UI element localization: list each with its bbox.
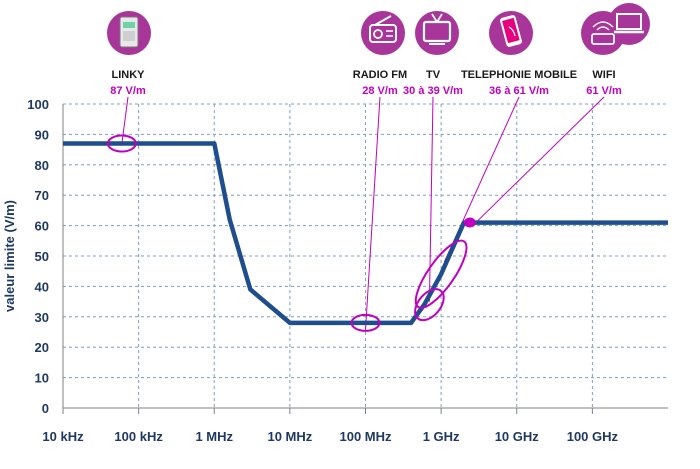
callout-name: LINKY bbox=[112, 69, 146, 81]
leader-line bbox=[475, 96, 605, 223]
leader-line bbox=[365, 96, 381, 330]
x-tick-label: 100 kHz bbox=[114, 429, 163, 444]
radio-icon bbox=[361, 11, 405, 55]
tick-labels: 0 10 20 30 40 50 60 70 80 90 100 10 kHz 100 kHz 1 MHz… bbox=[27, 97, 618, 444]
callout-value: 61 V/m bbox=[586, 85, 622, 97]
callout-icons bbox=[107, 3, 650, 55]
callout-labels: LINKY 87 V/m RADIO FM 28 V/m TV 30 à 39 V/m TE… bbox=[110, 69, 622, 97]
limit-line bbox=[63, 141, 668, 326]
tv-icon bbox=[415, 11, 459, 55]
x-tick-label: 10 MHz bbox=[267, 429, 312, 444]
y-axis-label: valeur limite (V/m) bbox=[2, 200, 17, 312]
wifi-router-icon bbox=[581, 3, 650, 55]
y-tick-label: 20 bbox=[35, 340, 49, 355]
highlight-ellipse bbox=[350, 313, 381, 332]
y-tick-label: 60 bbox=[35, 219, 49, 234]
grid bbox=[63, 103, 668, 408]
y-tick-label: 50 bbox=[35, 249, 49, 264]
callout-value: 36 à 61 V/m bbox=[489, 85, 549, 97]
y-tick-label: 30 bbox=[35, 310, 49, 325]
y-tick-label: 0 bbox=[42, 401, 49, 416]
callout-leaders bbox=[121, 96, 605, 330]
highlight-ellipse bbox=[414, 288, 445, 322]
y-tick-label: 90 bbox=[35, 127, 49, 142]
x-tick-label: 10 kHz bbox=[42, 429, 84, 444]
x-tick-label: 100 GHz bbox=[567, 429, 619, 444]
x-tick-label: 1 MHz bbox=[195, 429, 233, 444]
axes bbox=[62, 104, 668, 414]
leader-line bbox=[428, 96, 434, 302]
icon-badge bbox=[361, 11, 405, 55]
icon-badge bbox=[415, 11, 459, 55]
callout-name: TELEPHONIE MOBILE bbox=[461, 69, 577, 81]
callout-name: WIFI bbox=[592, 69, 615, 81]
highlight-ellipse bbox=[463, 217, 476, 228]
x-tick-label: 10 GHz bbox=[495, 429, 540, 444]
y-tick-label: 10 bbox=[35, 371, 49, 386]
callout-value: 28 V/m bbox=[362, 85, 398, 97]
callout-value: 87 V/m bbox=[110, 85, 146, 97]
smartphone-icon bbox=[489, 11, 533, 55]
highlight-ellipse bbox=[414, 239, 468, 309]
linky-meter-icon bbox=[107, 11, 151, 55]
highlight-ellipse bbox=[106, 134, 137, 153]
x-tick-label: 1 GHz bbox=[423, 429, 460, 444]
callout-name: TV bbox=[426, 69, 441, 81]
y-tick-label: 80 bbox=[35, 158, 49, 173]
series-line bbox=[63, 141, 668, 326]
x-tick-label: 100 MHz bbox=[339, 429, 392, 444]
callout-value: 30 à 39 V/m bbox=[403, 85, 463, 97]
y-tick-label: 100 bbox=[27, 97, 49, 112]
y-tick-label: 70 bbox=[35, 188, 49, 203]
y-tick-label: 40 bbox=[35, 279, 49, 294]
callout-name: RADIO FM bbox=[353, 69, 407, 81]
highlight-ellipses bbox=[106, 134, 476, 332]
